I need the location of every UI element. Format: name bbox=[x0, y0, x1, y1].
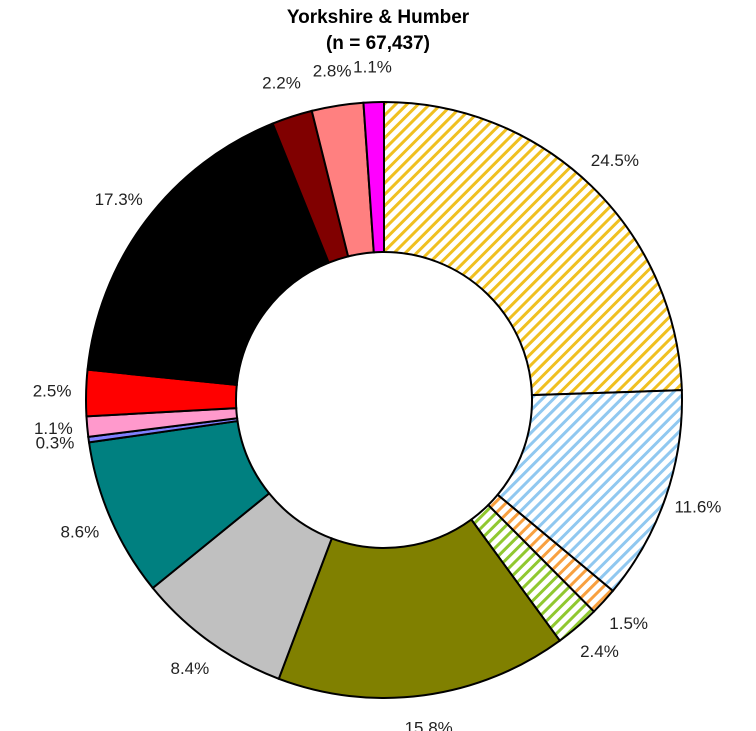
data-label: 8.6% bbox=[61, 523, 100, 542]
data-label: 17.3% bbox=[95, 190, 143, 209]
donut-segment bbox=[362, 100, 385, 254]
chart-title: Yorkshire & Humber bbox=[287, 7, 470, 28]
donut-segment bbox=[496, 389, 683, 593]
data-label: 24.5% bbox=[591, 151, 639, 170]
data-label: 0.3% bbox=[36, 434, 75, 453]
data-label: 2.8% bbox=[313, 62, 352, 81]
data-label: 1.5% bbox=[609, 614, 648, 633]
donut-segment bbox=[277, 518, 562, 699]
data-label: 15.8% bbox=[405, 718, 453, 731]
chart-subtitle: (n = 67,437) bbox=[326, 33, 430, 54]
data-label: 1.1% bbox=[34, 419, 73, 438]
data-label: 11.6% bbox=[674, 497, 721, 516]
data-label: 2.4% bbox=[580, 642, 619, 661]
data-label: 2.5% bbox=[33, 382, 72, 401]
data-label: 8.4% bbox=[170, 659, 209, 678]
data-label: 1.1% bbox=[353, 58, 392, 77]
data-label: 2.2% bbox=[262, 74, 301, 93]
donut-segment bbox=[383, 100, 683, 397]
donut-segment bbox=[86, 122, 331, 387]
